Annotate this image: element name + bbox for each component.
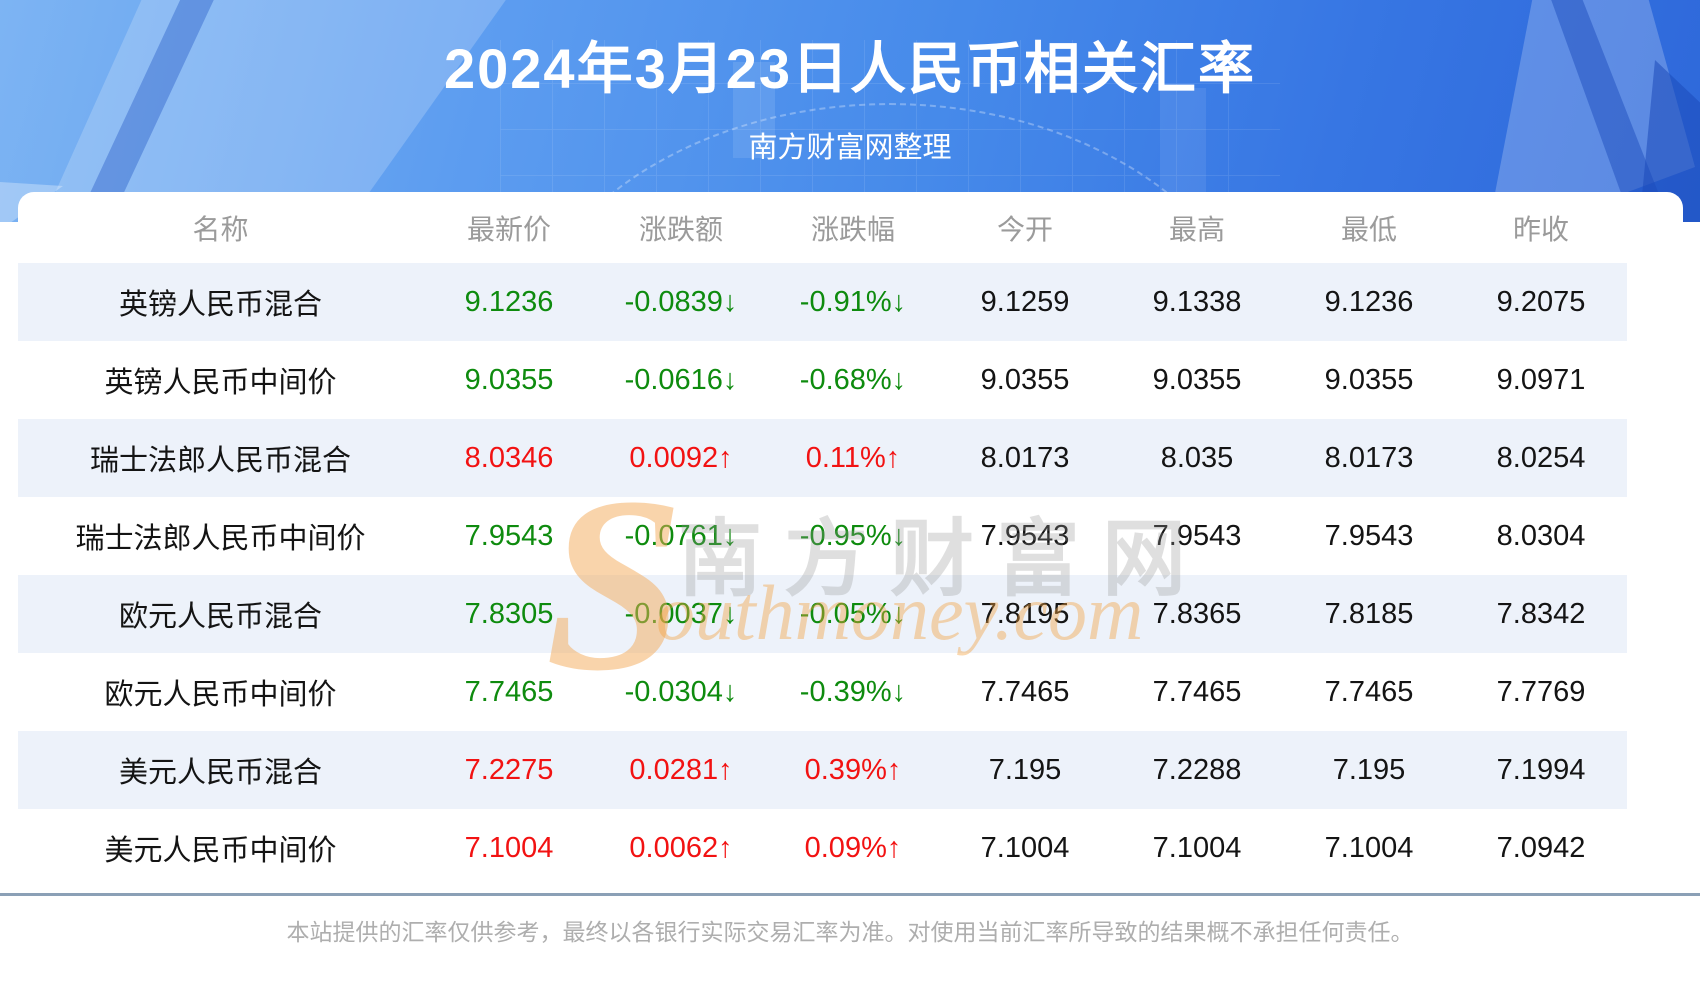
cell-high: 8.035	[1160, 441, 1234, 474]
cell-high: 9.1338	[1152, 285, 1242, 318]
cell-change-amount: 0.0092↑	[629, 441, 733, 474]
cell-low: 7.195	[1332, 753, 1406, 786]
cell-currency-name: 英镑人民币中间价	[104, 367, 337, 399]
table-row: 英镑人民币中间价 9.0355 -0.0616↓ -0.68%↓ 9.0355 …	[18, 341, 1627, 419]
exchange-rates-table: 名称 最新价 涨跌额 涨跌幅 今开 最高 最低 昨收 英镑人民币混合 9.123…	[18, 192, 1627, 887]
cell-prev-close: 7.8342	[1496, 597, 1586, 630]
cell-change-pct: -0.91%↓	[799, 285, 907, 318]
cell-latest-price: 9.1236	[464, 285, 554, 318]
table-row: 美元人民币中间价 7.1004 0.0062↑ 0.09%↑ 7.1004 7.…	[18, 809, 1627, 887]
col-header-latest: 最新价	[466, 213, 551, 245]
cell-low: 7.8185	[1324, 597, 1414, 630]
table-row: 美元人民币混合 7.2275 0.0281↑ 0.39%↑ 7.195 7.22…	[18, 731, 1627, 809]
cell-latest-price: 9.0355	[464, 363, 554, 396]
cell-prev-close: 9.2075	[1496, 285, 1586, 318]
cell-low: 7.7465	[1324, 675, 1414, 708]
cell-open: 7.195	[988, 753, 1062, 786]
cell-prev-close: 7.0942	[1496, 831, 1586, 864]
cell-high: 7.7465	[1152, 675, 1242, 708]
page-subtitle: 南方财富网整理	[748, 132, 952, 164]
cell-change-amount: 0.0062↑	[629, 831, 733, 864]
col-header-open: 今开	[996, 213, 1053, 245]
cell-latest-price: 7.9543	[464, 519, 554, 552]
cell-change-pct: 0.09%↑	[804, 831, 902, 864]
cell-currency-name: 美元人民币中间价	[104, 835, 337, 867]
col-header-prev-close: 昨收	[1512, 213, 1569, 245]
cell-change-pct: -0.95%↓	[799, 519, 907, 552]
cell-high: 7.1004	[1152, 831, 1242, 864]
page-title: 2024年3月23日人民币相关汇率	[443, 37, 1256, 100]
hero-banner: 2024年3月23日人民币相关汇率 南方财富网整理	[0, 0, 1700, 222]
table-row: 欧元人民币混合 7.8305 -0.0037↓ -0.05%↓ 7.8195 7…	[18, 575, 1627, 653]
cell-open: 7.7465	[980, 675, 1070, 708]
cell-prev-close: 8.0254	[1496, 441, 1586, 474]
cell-open: 7.9543	[980, 519, 1070, 552]
cell-change-amount: -0.0304↓	[624, 675, 738, 708]
table-row: 欧元人民币中间价 7.7465 -0.0304↓ -0.39%↓ 7.7465 …	[18, 653, 1627, 731]
cell-high: 7.8365	[1152, 597, 1242, 630]
cell-change-pct: -0.68%↓	[799, 363, 907, 396]
decor-candlestick	[733, 62, 775, 158]
cell-latest-price: 7.8305	[464, 597, 554, 630]
cell-high: 9.0355	[1152, 363, 1242, 396]
cell-currency-name: 瑞士法郎人民币混合	[89, 445, 351, 477]
col-header-name: 名称	[192, 213, 249, 245]
cell-high: 7.2288	[1152, 753, 1242, 786]
cell-change-amount: -0.0839↓	[624, 285, 738, 318]
cell-low: 8.0173	[1324, 441, 1414, 474]
cell-low: 9.0355	[1324, 363, 1414, 396]
cell-change-amount: -0.0616↓	[624, 363, 738, 396]
footer-divider	[0, 893, 1700, 896]
col-header-change-pct: 涨跌幅	[810, 213, 895, 245]
cell-currency-name: 欧元人民币中间价	[104, 679, 337, 711]
cell-open: 9.0355	[980, 363, 1070, 396]
cell-change-pct: 0.11%↑	[805, 441, 901, 474]
cell-open: 8.0173	[980, 441, 1070, 474]
cell-latest-price: 7.1004	[464, 831, 554, 864]
cell-currency-name: 英镑人民币混合	[118, 289, 322, 321]
cell-currency-name: 美元人民币混合	[118, 757, 322, 789]
table-header-row: 名称 最新价 涨跌额 涨跌幅 今开 最高 最低 昨收	[18, 192, 1627, 263]
cell-change-pct: -0.05%↓	[799, 597, 907, 630]
cell-open: 7.8195	[980, 597, 1070, 630]
col-header-change: 涨跌额	[638, 213, 723, 245]
table-row: 英镑人民币混合 9.1236 -0.0839↓ -0.91%↓ 9.1259 9…	[18, 263, 1627, 341]
cell-change-amount: 0.0281↑	[629, 753, 733, 786]
cell-change-pct: 0.39%↑	[804, 753, 902, 786]
cell-high: 7.9543	[1152, 519, 1242, 552]
cell-prev-close: 7.7769	[1496, 675, 1586, 708]
table-row: 瑞士法郎人民币中间价 7.9543 -0.0761↓ -0.95%↓ 7.954…	[18, 497, 1627, 575]
col-header-low: 最低	[1340, 213, 1397, 245]
cell-change-amount: -0.0761↓	[624, 519, 738, 552]
cell-change-pct: -0.39%↓	[799, 675, 907, 708]
cell-low: 9.1236	[1324, 285, 1414, 318]
cell-open: 7.1004	[980, 831, 1070, 864]
cell-open: 9.1259	[980, 285, 1070, 318]
cell-latest-price: 8.0346	[464, 441, 554, 474]
cell-currency-name: 瑞士法郎人民币中间价	[75, 523, 366, 555]
table-row: 瑞士法郎人民币混合 8.0346 0.0092↑ 0.11%↑ 8.0173 8…	[18, 419, 1627, 497]
rates-card: 名称 最新价 涨跌额 涨跌幅 今开 最高 最低 昨收 英镑人民币混合 9.123…	[18, 192, 1683, 887]
decor-candlestick	[1160, 88, 1206, 208]
cell-prev-close: 7.1994	[1496, 753, 1586, 786]
cell-low: 7.9543	[1324, 519, 1414, 552]
cell-latest-price: 7.7465	[464, 675, 554, 708]
disclaimer-text: 本站提供的汇率仅供参考，最终以各银行实际交易汇率为准。对使用当前汇率所导致的结果…	[286, 919, 1414, 945]
cell-change-amount: -0.0037↓	[624, 597, 738, 630]
cell-prev-close: 8.0304	[1496, 519, 1586, 552]
cell-latest-price: 7.2275	[464, 753, 554, 786]
col-header-high: 最高	[1168, 213, 1225, 245]
cell-prev-close: 9.0971	[1496, 363, 1586, 396]
cell-low: 7.1004	[1324, 831, 1414, 864]
cell-currency-name: 欧元人民币混合	[118, 601, 322, 633]
